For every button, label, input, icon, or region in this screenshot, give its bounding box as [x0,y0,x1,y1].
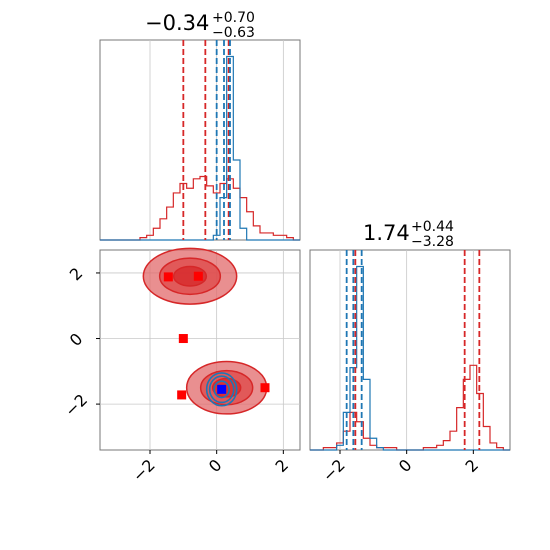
scatter2d-xtick-label-2: 2 [272,455,293,476]
red-marker-4 [260,383,270,393]
scatter2d-ytick-label-0: −2 [61,390,91,420]
panel-hist-param2: −2 0 2 [309,249,511,486]
red-contour-0-2 [172,265,208,287]
title-param2-value: 1.74 [363,221,410,245]
hist1-blue-series [100,55,300,241]
title-param1: −0.34 +0.70 −0.63 [145,10,255,41]
hist2-xtick-label-2: 2 [462,455,483,476]
blue-contour-1 [208,375,235,404]
hist2-xtick-label-0: −2 [319,455,349,485]
red-marker-3 [177,390,187,400]
red-marker-2 [178,334,188,344]
title-param2-lower: −3.28 [411,234,454,250]
title-param2-upper: +0.44 [411,219,454,235]
hist2-xtick-label-1: 0 [395,455,416,476]
blue-contour-2 [205,372,238,407]
title-param1-value: −0.34 [145,11,209,35]
title-param2: 1.74 +0.44 −3.28 [363,219,454,250]
hist1-frame [99,39,301,241]
scatter2d-ytick-label-1: 0 [66,329,87,350]
title-param1-lower: −0.63 [212,25,255,41]
panel-2d-param1-param2: −2 0 2 −2 0 2 [61,247,301,486]
scatter2d-xtick-label-0: −2 [129,455,159,485]
panel-hist-param1 [99,39,301,241]
scatter2d-ytick-label-2: 2 [66,264,87,285]
hist2-blue-series [310,265,510,451]
blue-marker [217,384,227,394]
red-marker-0 [163,272,173,282]
red-marker-1 [193,271,203,281]
blue-contour-0 [213,380,230,399]
hist1-red-series [100,175,300,241]
title-param1-upper: +0.70 [212,10,255,26]
scatter2d-xtick-label-1: 0 [205,455,226,476]
